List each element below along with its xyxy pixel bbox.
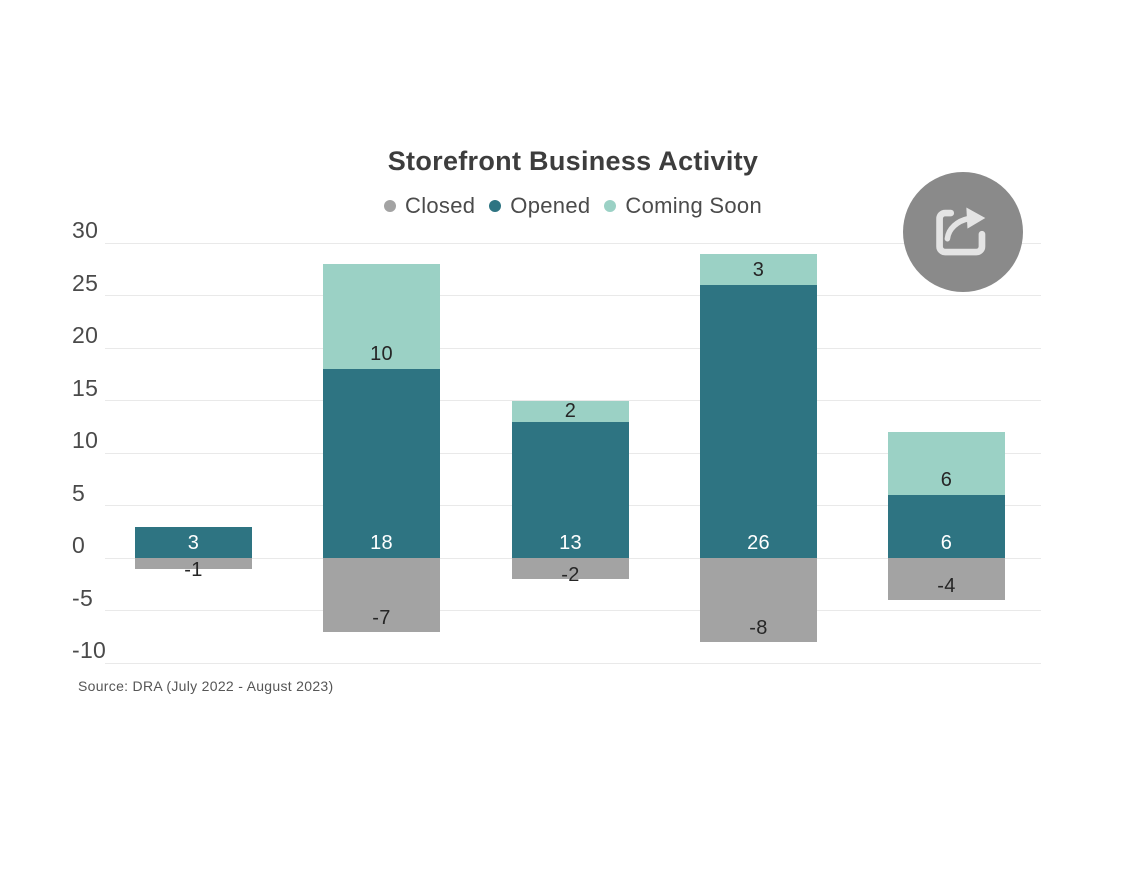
plot-area: 30 25 20 15 10 5 0 -5 -10 3 -1 18 10 -7 13 2 -2 26 3 -8 6 6 -4	[72, 217, 1041, 664]
bar-segment-opened[interactable]: 6	[888, 495, 1005, 558]
bar-segment-closed[interactable]: -1	[135, 558, 252, 580]
y-axis-tick-label: 0	[72, 532, 86, 558]
bar-segment-opened[interactable]: 26	[700, 285, 817, 558]
bar-segment-coming-soon[interactable]: 2	[512, 400, 629, 422]
y-axis-tick-label: 25	[72, 269, 99, 296]
legend-item-opened: Opened	[489, 193, 590, 219]
chart-title: Storefront Business Activity	[387, 146, 759, 176]
bar-value-label: 13	[559, 532, 582, 554]
bar-value-label: -8	[749, 617, 768, 639]
legend-item-coming-soon: Coming Soon	[604, 193, 762, 219]
bar-value-label: -2	[561, 564, 580, 586]
legend-label: Opened	[510, 193, 591, 218]
gridline	[105, 610, 1041, 611]
source-note: Source: DRA (July 2022 - August 2023)	[78, 678, 334, 694]
bar-segment-closed[interactable]: -7	[323, 558, 440, 632]
bar-value-label: 3	[187, 532, 200, 554]
bar-value-label: 6	[940, 532, 953, 554]
bar-value-label: 6	[940, 469, 953, 491]
bar-value-label: -7	[372, 606, 391, 629]
bar-value-label: 10	[370, 343, 393, 365]
gridline	[105, 295, 1041, 296]
bar-segment-closed[interactable]: -2	[512, 558, 629, 585]
y-axis-tick-label: 30	[72, 217, 99, 243]
legend-dot-icon	[604, 200, 617, 212]
legend-dot-icon	[489, 200, 502, 212]
bar-segment-coming-soon[interactable]: 6	[888, 432, 1005, 495]
gridline	[105, 347, 1041, 349]
bar-segment-coming-soon[interactable]: 3	[700, 253, 817, 285]
share-button[interactable]	[903, 172, 1023, 292]
legend-dot-icon	[384, 200, 396, 212]
bar-value-label: 26	[747, 532, 770, 554]
legend-label: Coming Soon	[625, 193, 762, 218]
bar-segment-opened[interactable]: 13	[512, 421, 629, 558]
bar-segment-closed[interactable]: -8	[700, 558, 817, 642]
y-axis-tick-label: -10	[72, 637, 107, 663]
legend-item-closed: Closed	[384, 193, 475, 219]
bar-value-label: -4	[937, 575, 956, 597]
y-axis-tick-label: -5	[72, 584, 94, 611]
bar-segment-opened[interactable]: 3	[135, 526, 252, 558]
bar-value-label: -1	[184, 559, 203, 581]
y-axis-tick-label: 5	[72, 479, 86, 506]
gridline	[105, 662, 1041, 664]
bar-segment-opened[interactable]: 18	[323, 369, 440, 558]
gridline	[105, 242, 1041, 244]
y-axis-tick-label: 20	[72, 322, 99, 348]
bar-segment-closed[interactable]: -4	[888, 558, 1005, 600]
chart-legend: Closed Opened Coming Soon	[105, 193, 1041, 219]
legend-label: Closed	[405, 193, 476, 218]
y-axis-tick-label: 15	[72, 374, 99, 401]
share-arrow-icon	[934, 203, 992, 261]
bar-segment-coming-soon[interactable]: 10	[323, 264, 440, 369]
bar-value-label: 2	[564, 400, 577, 422]
y-axis-tick-label: 10	[72, 427, 99, 453]
bar-value-label: 18	[370, 532, 393, 554]
bar-value-label: 3	[752, 259, 765, 281]
